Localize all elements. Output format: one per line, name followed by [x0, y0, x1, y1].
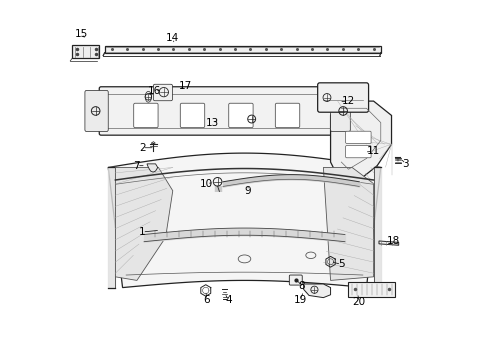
Polygon shape	[323, 167, 373, 280]
FancyBboxPatch shape	[345, 145, 370, 158]
FancyBboxPatch shape	[72, 45, 99, 58]
Text: 3: 3	[402, 159, 408, 169]
Text: 12: 12	[341, 96, 354, 106]
Text: 5: 5	[337, 259, 344, 269]
Polygon shape	[303, 284, 330, 298]
FancyBboxPatch shape	[133, 103, 158, 128]
Polygon shape	[378, 241, 398, 245]
FancyBboxPatch shape	[180, 103, 204, 128]
FancyBboxPatch shape	[228, 103, 253, 128]
Text: 11: 11	[366, 146, 380, 156]
Text: 8: 8	[298, 281, 305, 291]
Text: 18: 18	[386, 236, 399, 246]
FancyBboxPatch shape	[289, 275, 302, 285]
Text: 6: 6	[203, 295, 210, 305]
FancyBboxPatch shape	[85, 90, 108, 132]
FancyBboxPatch shape	[330, 90, 349, 132]
FancyBboxPatch shape	[275, 103, 299, 128]
Polygon shape	[330, 101, 391, 180]
FancyBboxPatch shape	[348, 282, 394, 297]
FancyBboxPatch shape	[104, 45, 380, 53]
FancyBboxPatch shape	[99, 87, 339, 135]
FancyBboxPatch shape	[317, 83, 368, 112]
Text: 13: 13	[205, 118, 219, 128]
Text: 19: 19	[293, 295, 306, 305]
Text: 14: 14	[166, 33, 179, 43]
FancyBboxPatch shape	[153, 84, 172, 101]
FancyBboxPatch shape	[345, 131, 370, 143]
Text: 16: 16	[148, 86, 161, 96]
Text: 2: 2	[139, 143, 145, 153]
Text: 20: 20	[352, 297, 365, 307]
Text: 9: 9	[244, 186, 251, 196]
Text: 10: 10	[200, 179, 213, 189]
Polygon shape	[108, 153, 380, 288]
Text: 1: 1	[139, 227, 145, 237]
Text: 4: 4	[224, 295, 231, 305]
Polygon shape	[115, 167, 172, 280]
Text: 15: 15	[75, 29, 88, 39]
Text: 7: 7	[133, 161, 140, 171]
Polygon shape	[147, 164, 158, 172]
Text: 17: 17	[178, 81, 192, 91]
